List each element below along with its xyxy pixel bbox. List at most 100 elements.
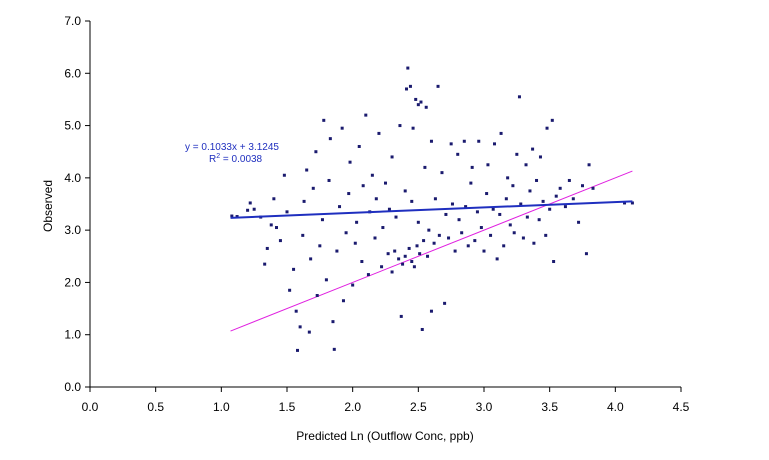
data-point (538, 155, 542, 159)
y-axis-ticks: 0.0 1.0 2.0 3.0 4.0 5.0 6.0 7.0 (64, 14, 90, 394)
data-point (397, 257, 401, 261)
data-point (429, 139, 433, 143)
data-point (398, 124, 402, 128)
data-point (344, 231, 348, 235)
data-point (318, 244, 322, 248)
x-tick-label: 1.5 (279, 400, 296, 414)
data-point (418, 252, 422, 256)
data-point (453, 249, 457, 253)
data-point (422, 239, 426, 243)
data-point (390, 155, 394, 159)
data-point (436, 84, 440, 88)
data-point (263, 262, 267, 266)
data-point (426, 254, 430, 258)
data-point (361, 184, 365, 188)
data-point (416, 220, 420, 224)
data-point (401, 262, 405, 266)
data-point (511, 184, 515, 188)
data-point (357, 144, 361, 148)
x-tick-label: 1.0 (213, 400, 230, 414)
data-point (399, 314, 403, 318)
r-squared-value: = 0.0038 (220, 154, 262, 165)
data-point (521, 236, 525, 240)
x-tick-label: 2.5 (410, 400, 427, 414)
data-point (548, 207, 552, 211)
data-point (410, 260, 414, 264)
trendline-group (230, 200, 633, 219)
data-point (623, 201, 627, 205)
data-point (460, 231, 464, 235)
data-point (381, 226, 385, 230)
x-axis-ticks: 0.0 0.5 1.0 1.5 2.0 2.5 3.0 3.5 4.0 4.5 (82, 387, 690, 414)
data-point (390, 270, 394, 274)
data-point (517, 95, 521, 99)
data-point (408, 84, 412, 88)
data-point (393, 249, 397, 253)
data-point (462, 139, 466, 143)
x-tick-label: 0.5 (147, 400, 164, 414)
data-point (351, 283, 355, 287)
data-point (491, 207, 495, 211)
data-point (535, 178, 539, 182)
data-point (444, 212, 448, 216)
axes (89, 21, 681, 388)
y-tick-label: 0.0 (64, 380, 81, 394)
data-point (332, 347, 336, 351)
data-point (353, 241, 357, 245)
y-tick-label: 5.0 (64, 119, 81, 133)
data-point (370, 173, 374, 177)
data-point (307, 330, 311, 334)
data-point (230, 214, 234, 218)
data-point (298, 325, 302, 329)
data-point (360, 260, 364, 264)
data-point (479, 226, 483, 230)
data-point (377, 131, 381, 135)
data-point (429, 309, 433, 313)
data-point (495, 257, 499, 261)
data-point (554, 194, 558, 198)
data-point (584, 252, 588, 256)
data-point (364, 113, 368, 117)
x-tick-label: 0.0 (82, 400, 99, 414)
data-point (515, 152, 519, 156)
data-point (630, 201, 634, 205)
data-point (532, 241, 536, 245)
data-point (482, 249, 486, 253)
data-point (550, 118, 554, 122)
data-point (473, 239, 477, 243)
data-point (414, 97, 418, 101)
data-point (450, 202, 454, 206)
data-point (563, 205, 567, 209)
data-point (406, 66, 410, 70)
data-point (285, 210, 289, 214)
data-point (537, 218, 541, 222)
scatter-points (230, 66, 634, 352)
y-tick-label: 6.0 (64, 66, 81, 80)
data-point (415, 244, 419, 248)
data-point (457, 218, 461, 222)
data-point (384, 181, 387, 185)
data-point (427, 228, 431, 232)
y-tick-label: 7.0 (64, 14, 81, 28)
data-point (571, 197, 575, 201)
data-point (324, 278, 328, 282)
data-point (412, 265, 416, 269)
data-point (282, 173, 286, 177)
data-point (340, 126, 344, 130)
data-point (294, 309, 298, 313)
y-tick-label: 1.0 (64, 328, 81, 342)
data-point (504, 197, 508, 201)
data-point (437, 233, 441, 237)
data-point (485, 192, 489, 196)
data-point (493, 142, 497, 146)
trendline (230, 200, 633, 219)
data-point (302, 199, 306, 203)
data-point (411, 126, 415, 130)
data-point (335, 249, 339, 253)
r-squared-label: R (209, 154, 216, 165)
data-point (440, 171, 444, 175)
data-point (587, 163, 591, 167)
data-point (541, 199, 545, 203)
x-tick-label: 3.5 (541, 400, 558, 414)
data-point (296, 348, 300, 352)
